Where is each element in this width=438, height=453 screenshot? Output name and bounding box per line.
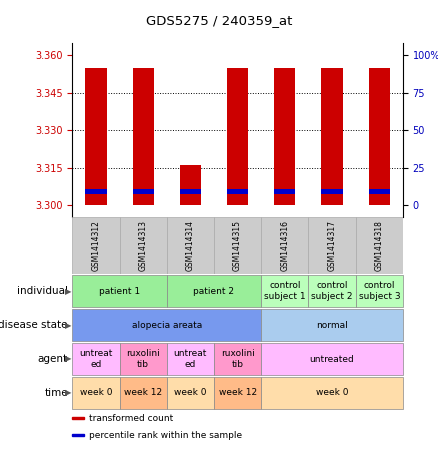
Text: week 12: week 12 bbox=[124, 389, 162, 397]
Bar bbox=[274, 189, 296, 193]
Text: ▶: ▶ bbox=[65, 389, 72, 397]
Text: agent: agent bbox=[38, 354, 68, 364]
Text: GSM1414314: GSM1414314 bbox=[186, 220, 195, 271]
Text: GSM1414315: GSM1414315 bbox=[233, 220, 242, 271]
Text: ruxolini
tib: ruxolini tib bbox=[126, 349, 160, 369]
Bar bbox=[369, 189, 390, 193]
Text: week 0: week 0 bbox=[316, 389, 348, 397]
Text: patient 2: patient 2 bbox=[194, 287, 234, 295]
Text: alopecia areata: alopecia areata bbox=[132, 321, 202, 329]
Bar bbox=[85, 68, 106, 205]
FancyBboxPatch shape bbox=[72, 377, 120, 409]
FancyBboxPatch shape bbox=[261, 343, 403, 375]
Text: untreat
ed: untreat ed bbox=[79, 349, 113, 369]
Text: GSM1414318: GSM1414318 bbox=[375, 220, 384, 271]
FancyBboxPatch shape bbox=[308, 275, 356, 307]
FancyBboxPatch shape bbox=[356, 217, 403, 274]
Text: GSM1414316: GSM1414316 bbox=[280, 220, 290, 271]
FancyBboxPatch shape bbox=[308, 217, 356, 274]
Text: GDS5275 / 240359_at: GDS5275 / 240359_at bbox=[146, 14, 292, 27]
Bar bbox=[274, 68, 296, 205]
Text: ▶: ▶ bbox=[65, 287, 72, 295]
Bar bbox=[227, 189, 248, 193]
Text: week 0: week 0 bbox=[80, 389, 112, 397]
Text: control
subject 1: control subject 1 bbox=[264, 281, 306, 301]
Text: percentile rank within the sample: percentile rank within the sample bbox=[89, 431, 242, 440]
Text: GSM1414317: GSM1414317 bbox=[328, 220, 336, 271]
FancyBboxPatch shape bbox=[120, 343, 167, 375]
FancyBboxPatch shape bbox=[167, 217, 214, 274]
FancyBboxPatch shape bbox=[167, 275, 261, 307]
Bar bbox=[180, 165, 201, 205]
Text: time: time bbox=[44, 388, 68, 398]
FancyBboxPatch shape bbox=[167, 343, 214, 375]
Text: untreated: untreated bbox=[310, 355, 354, 363]
FancyBboxPatch shape bbox=[261, 309, 403, 341]
FancyBboxPatch shape bbox=[214, 377, 261, 409]
FancyBboxPatch shape bbox=[214, 343, 261, 375]
FancyBboxPatch shape bbox=[167, 377, 214, 409]
Bar bbox=[72, 434, 84, 437]
Bar bbox=[321, 189, 343, 193]
FancyBboxPatch shape bbox=[72, 343, 120, 375]
Text: patient 1: patient 1 bbox=[99, 287, 140, 295]
Text: week 12: week 12 bbox=[219, 389, 257, 397]
FancyBboxPatch shape bbox=[120, 377, 167, 409]
Text: normal: normal bbox=[316, 321, 348, 329]
Bar bbox=[369, 68, 390, 205]
FancyBboxPatch shape bbox=[214, 217, 261, 274]
FancyBboxPatch shape bbox=[120, 217, 167, 274]
Text: untreat
ed: untreat ed bbox=[174, 349, 207, 369]
FancyBboxPatch shape bbox=[261, 217, 308, 274]
Bar bbox=[133, 68, 154, 205]
FancyBboxPatch shape bbox=[261, 275, 308, 307]
Text: control
subject 3: control subject 3 bbox=[359, 281, 400, 301]
Bar bbox=[72, 418, 84, 419]
Bar bbox=[85, 189, 106, 193]
FancyBboxPatch shape bbox=[356, 275, 403, 307]
Text: ruxolini
tib: ruxolini tib bbox=[221, 349, 254, 369]
Text: week 0: week 0 bbox=[174, 389, 207, 397]
Text: individual: individual bbox=[17, 286, 68, 296]
FancyBboxPatch shape bbox=[72, 309, 261, 341]
Text: GSM1414313: GSM1414313 bbox=[139, 220, 148, 271]
Text: transformed count: transformed count bbox=[89, 414, 173, 423]
Text: ▶: ▶ bbox=[65, 321, 72, 329]
Text: ▶: ▶ bbox=[65, 355, 72, 363]
Bar bbox=[133, 189, 154, 193]
Bar bbox=[321, 68, 343, 205]
Text: disease state: disease state bbox=[0, 320, 68, 330]
Text: GSM1414312: GSM1414312 bbox=[92, 220, 100, 271]
FancyBboxPatch shape bbox=[261, 377, 403, 409]
Bar bbox=[227, 68, 248, 205]
FancyBboxPatch shape bbox=[72, 275, 167, 307]
Bar bbox=[180, 189, 201, 193]
Text: control
subject 2: control subject 2 bbox=[311, 281, 353, 301]
FancyBboxPatch shape bbox=[72, 217, 120, 274]
